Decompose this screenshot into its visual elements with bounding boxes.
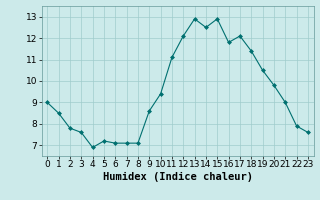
X-axis label: Humidex (Indice chaleur): Humidex (Indice chaleur) [103, 172, 252, 182]
